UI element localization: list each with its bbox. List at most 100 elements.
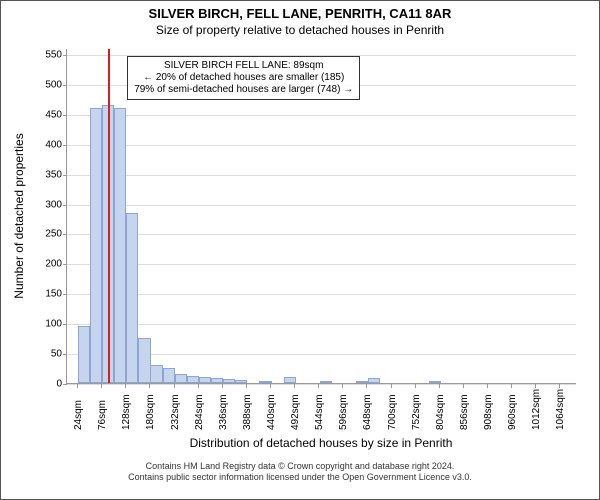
- histogram-bar: [356, 381, 368, 383]
- annotation-line-2: ← 20% of detached houses are smaller (18…: [134, 72, 353, 84]
- xtick-label: 596sqm: [338, 394, 349, 430]
- footer-line-2: Contains public sector information licen…: [1, 472, 599, 483]
- ytick-label: 550: [1, 49, 62, 60]
- ytick-label: 100: [1, 319, 62, 330]
- ytick-mark: [63, 85, 67, 86]
- xtick-mark: [125, 384, 126, 388]
- ytick-mark: [63, 384, 67, 385]
- annotation-line-1: SILVER BIRCH FELL LANE: 89sqm: [134, 60, 353, 72]
- histogram-bar: [90, 108, 102, 383]
- ytick-label: 200: [1, 259, 62, 270]
- xtick-label: 76sqm: [97, 400, 108, 430]
- gridline: [67, 264, 576, 265]
- xtick-label: 804sqm: [435, 394, 446, 430]
- y-axis-label: Number of detached properties: [12, 133, 26, 298]
- xtick-label: 388sqm: [242, 394, 253, 430]
- gridline: [67, 205, 576, 206]
- ytick-mark: [63, 145, 67, 146]
- histogram-bar: [187, 376, 199, 383]
- ytick-label: 150: [1, 289, 62, 300]
- gridline: [67, 294, 576, 295]
- histogram-bar: [78, 326, 90, 383]
- ytick-mark: [63, 55, 67, 56]
- xtick-label: 700sqm: [387, 394, 398, 430]
- xtick-mark: [318, 384, 319, 388]
- xtick-mark: [198, 384, 199, 388]
- xtick-label: 544sqm: [314, 394, 325, 430]
- xtick-label: 908sqm: [483, 394, 494, 430]
- histogram-bar: [175, 374, 187, 383]
- xtick-mark: [77, 384, 78, 388]
- ytick-mark: [63, 234, 67, 235]
- ytick-mark: [63, 324, 67, 325]
- xtick-label: 180sqm: [145, 394, 156, 430]
- xtick-mark: [246, 384, 247, 388]
- ytick-label: 50: [1, 349, 62, 360]
- ytick-mark: [63, 175, 67, 176]
- annotation-box: SILVER BIRCH FELL LANE: 89sqm ← 20% of d…: [127, 56, 360, 100]
- xtick-mark: [463, 384, 464, 388]
- xtick-label: 960sqm: [507, 394, 518, 430]
- histogram-bar: [429, 381, 441, 383]
- histogram-bar: [211, 378, 223, 383]
- xtick-mark: [222, 384, 223, 388]
- xtick-mark: [101, 384, 102, 388]
- ytick-mark: [63, 115, 67, 116]
- reference-marker-line: [108, 49, 110, 383]
- xtick-label: 1012sqm: [531, 389, 542, 430]
- histogram-bar: [150, 365, 162, 383]
- gridline: [67, 115, 576, 116]
- histogram-bar: [259, 381, 271, 383]
- xtick-label: 24sqm: [73, 400, 84, 430]
- ytick-label: 450: [1, 109, 62, 120]
- chart-container: SILVER BIRCH, FELL LANE, PENRITH, CA11 8…: [0, 0, 600, 500]
- xtick-label: 1064sqm: [555, 389, 566, 430]
- xtick-mark: [366, 384, 367, 388]
- xtick-mark: [149, 384, 150, 388]
- histogram-bar: [163, 368, 175, 383]
- xtick-mark: [535, 384, 536, 388]
- xtick-mark: [342, 384, 343, 388]
- xtick-label: 440sqm: [266, 394, 277, 430]
- x-axis-label: Distribution of detached houses by size …: [190, 436, 453, 450]
- footer-line-1: Contains HM Land Registry data © Crown c…: [1, 461, 599, 472]
- histogram-bar: [284, 377, 296, 383]
- xtick-mark: [487, 384, 488, 388]
- xtick-label: 648sqm: [362, 394, 373, 430]
- chart-title: SILVER BIRCH, FELL LANE, PENRITH, CA11 8…: [1, 1, 599, 21]
- histogram-bar: [223, 379, 235, 383]
- gridline: [67, 384, 576, 385]
- xtick-label: 336sqm: [218, 394, 229, 430]
- histogram-bar: [199, 377, 211, 383]
- ytick-label: 300: [1, 199, 62, 210]
- xtick-mark: [559, 384, 560, 388]
- xtick-label: 284sqm: [194, 394, 205, 430]
- ytick-mark: [63, 205, 67, 206]
- xtick-mark: [511, 384, 512, 388]
- ytick-label: 400: [1, 139, 62, 150]
- histogram-bar: [320, 381, 332, 383]
- ytick-mark: [63, 354, 67, 355]
- ytick-mark: [63, 264, 67, 265]
- xtick-label: 232sqm: [170, 394, 181, 430]
- histogram-bar: [138, 338, 150, 383]
- xtick-label: 492sqm: [290, 394, 301, 430]
- histogram-bar: [235, 380, 247, 383]
- histogram-bar: [368, 378, 380, 383]
- xtick-label: 128sqm: [121, 394, 132, 430]
- xtick-mark: [415, 384, 416, 388]
- ytick-label: 350: [1, 169, 62, 180]
- gridline: [67, 145, 576, 146]
- gridline: [67, 234, 576, 235]
- ytick-label: 0: [1, 379, 62, 390]
- chart-subtitle: Size of property relative to detached ho…: [1, 21, 599, 39]
- xtick-mark: [439, 384, 440, 388]
- xtick-label: 856sqm: [459, 394, 470, 430]
- gridline: [67, 324, 576, 325]
- gridline: [67, 175, 576, 176]
- footer: Contains HM Land Registry data © Crown c…: [1, 461, 599, 483]
- xtick-mark: [270, 384, 271, 388]
- ytick-label: 500: [1, 79, 62, 90]
- xtick-mark: [294, 384, 295, 388]
- ytick-mark: [63, 294, 67, 295]
